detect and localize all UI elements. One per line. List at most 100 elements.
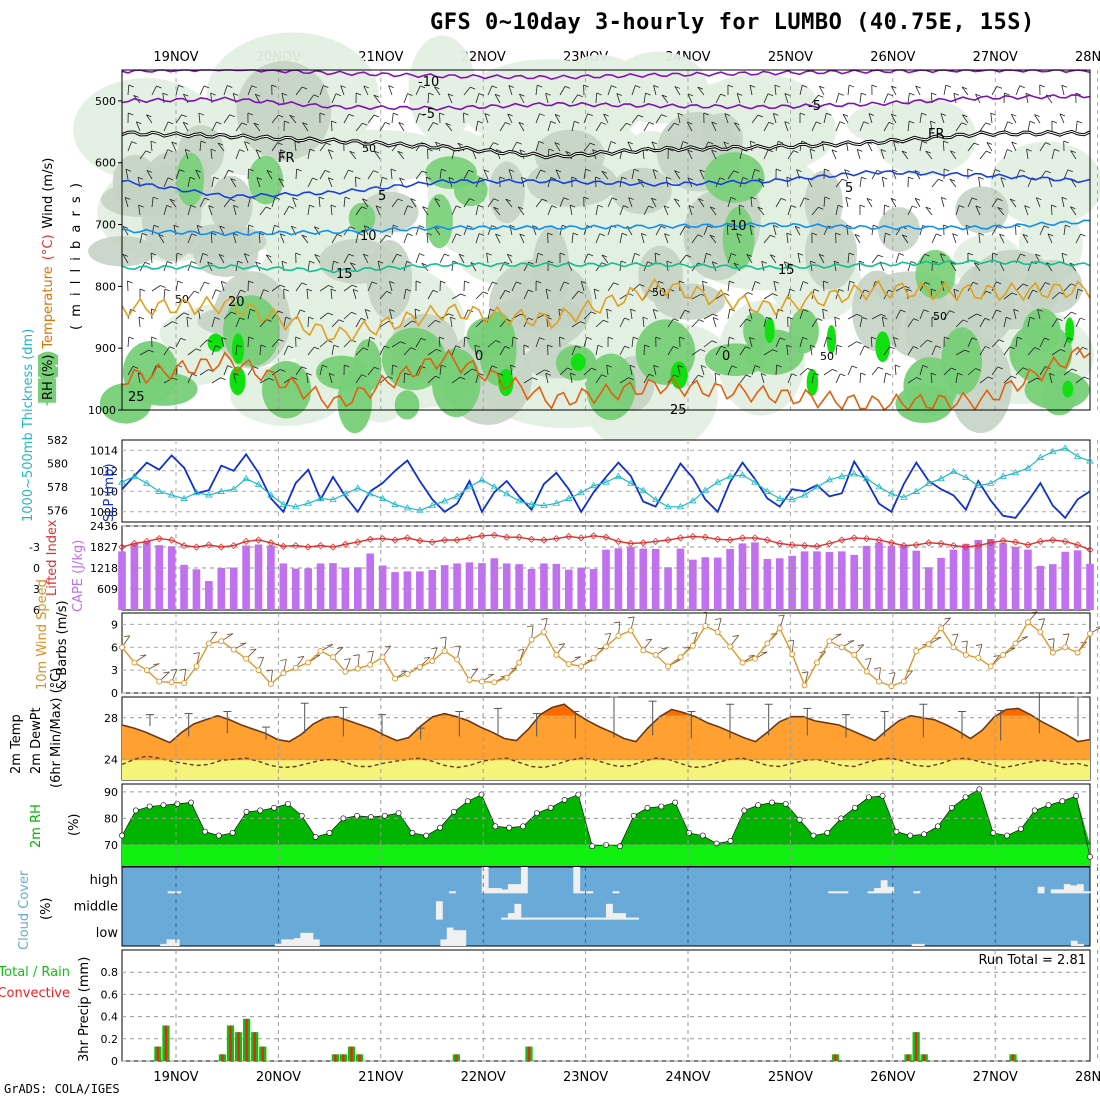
ylabel-rh: RH (%) bbox=[41, 355, 56, 400]
wind-barb bbox=[475, 121, 479, 132]
wind-barb-flag bbox=[786, 176, 792, 180]
wind-barb-flag bbox=[1004, 92, 1010, 96]
wind-barb-flag bbox=[687, 177, 693, 181]
wind-barb bbox=[415, 170, 423, 180]
wind-barb-flag bbox=[301, 86, 308, 90]
wind-barb-flag bbox=[824, 168, 830, 172]
wind-barb-flag bbox=[736, 233, 742, 236]
wind-speed-point bbox=[181, 680, 188, 687]
wind-barb-flag bbox=[233, 204, 239, 208]
rh2m-point bbox=[1031, 807, 1038, 814]
wind-barb bbox=[199, 253, 204, 264]
wind-barb-flag bbox=[460, 293, 466, 297]
wind-barb bbox=[595, 374, 602, 384]
wind-speed-point bbox=[280, 670, 287, 677]
thickness-point bbox=[527, 500, 536, 507]
wind-barb bbox=[545, 373, 549, 384]
wind-barb bbox=[655, 226, 662, 236]
wind-barb bbox=[125, 169, 129, 180]
wind-barb-flag bbox=[382, 176, 388, 180]
wind-barb bbox=[601, 254, 609, 264]
wind-barb-flag bbox=[422, 206, 428, 210]
wind-barb bbox=[355, 206, 362, 216]
wind-barb-flag bbox=[749, 84, 756, 88]
wind-barb bbox=[199, 197, 205, 208]
wind-barb bbox=[691, 234, 699, 244]
wind-barb bbox=[279, 233, 285, 244]
thickness-point bbox=[329, 495, 337, 503]
wind-barb-flag bbox=[284, 120, 290, 124]
wind-barb-flag bbox=[423, 656, 430, 659]
wind-speed-point bbox=[975, 655, 982, 661]
wind-barb-flag bbox=[700, 611, 707, 614]
wind-barb-flag bbox=[651, 197, 657, 201]
wind-barb-flag bbox=[885, 232, 891, 236]
wind-barb bbox=[583, 113, 589, 124]
wind-barb-flag bbox=[1011, 113, 1017, 117]
wind-barb bbox=[499, 346, 506, 356]
wind-barb-flag bbox=[924, 282, 931, 285]
wind-barb bbox=[847, 281, 851, 292]
wind-barb bbox=[799, 141, 803, 152]
thickness-point bbox=[1036, 453, 1045, 460]
y-tick-label: 90 bbox=[104, 786, 118, 799]
wind-barb-flag bbox=[616, 93, 622, 96]
wind-barb-flag bbox=[247, 112, 254, 116]
wind-barb-flag bbox=[697, 234, 703, 238]
rh2m-point bbox=[312, 834, 319, 840]
wind-barb bbox=[367, 170, 374, 180]
wind-barb bbox=[389, 281, 393, 292]
wind-barb-flag bbox=[778, 140, 784, 144]
thickness-point bbox=[130, 472, 139, 479]
wind-barb-flag bbox=[283, 288, 289, 292]
cape-bar bbox=[403, 571, 412, 610]
wind-barb-flag bbox=[407, 233, 413, 237]
wind-barb bbox=[931, 179, 939, 188]
wind-speed-point bbox=[900, 678, 907, 685]
wind-barb bbox=[679, 226, 686, 236]
wind-barb-flag bbox=[908, 176, 914, 180]
wind-speed-point bbox=[528, 636, 535, 643]
wind-barb bbox=[606, 309, 609, 320]
wind-barb bbox=[931, 233, 937, 244]
wind-barb-flag bbox=[436, 348, 442, 352]
wind-barb bbox=[547, 121, 552, 132]
cape-bar bbox=[428, 570, 437, 610]
wind-barb-flag bbox=[768, 121, 774, 125]
wind-barb-flag bbox=[491, 85, 498, 89]
wind-barb-flag bbox=[784, 93, 791, 96]
wind-barb bbox=[379, 321, 389, 328]
lifted-index-point bbox=[403, 534, 412, 542]
wind-barb-flag bbox=[167, 261, 173, 264]
wind-barb bbox=[580, 281, 585, 292]
lifted-index-point bbox=[925, 539, 933, 547]
wind-barb-flag bbox=[997, 198, 1003, 201]
wind-barb bbox=[390, 169, 393, 180]
wind-barb-flag bbox=[219, 225, 225, 229]
y-tick-label: 0.8 bbox=[101, 966, 119, 979]
wind-barb bbox=[187, 233, 193, 244]
wind-barb bbox=[535, 85, 538, 96]
wind-barb-flag bbox=[373, 170, 379, 173]
wind-barb-flag bbox=[265, 206, 272, 210]
wind-barb bbox=[211, 289, 217, 300]
wind-barb bbox=[991, 198, 998, 208]
wind-barb-flag bbox=[387, 376, 393, 380]
wind-barb-flag bbox=[581, 281, 587, 284]
wind-barb-flag bbox=[142, 232, 148, 236]
cloud-bar-middle bbox=[534, 917, 541, 920]
wind-barb-flag bbox=[859, 260, 865, 264]
wind-barb-flag bbox=[894, 364, 901, 368]
wind-barb-flag bbox=[882, 176, 888, 180]
wind-barb bbox=[631, 169, 635, 180]
wind-barb-flag bbox=[922, 365, 928, 368]
thickness-point bbox=[1049, 447, 1057, 455]
isotherm-line bbox=[121, 277, 1091, 343]
wind-barb bbox=[751, 169, 756, 180]
wind-barb bbox=[175, 114, 182, 124]
wind-barb bbox=[919, 253, 925, 264]
cape-bar bbox=[540, 563, 548, 610]
wind-barb bbox=[163, 346, 170, 356]
wind-barb-flag bbox=[123, 635, 130, 638]
